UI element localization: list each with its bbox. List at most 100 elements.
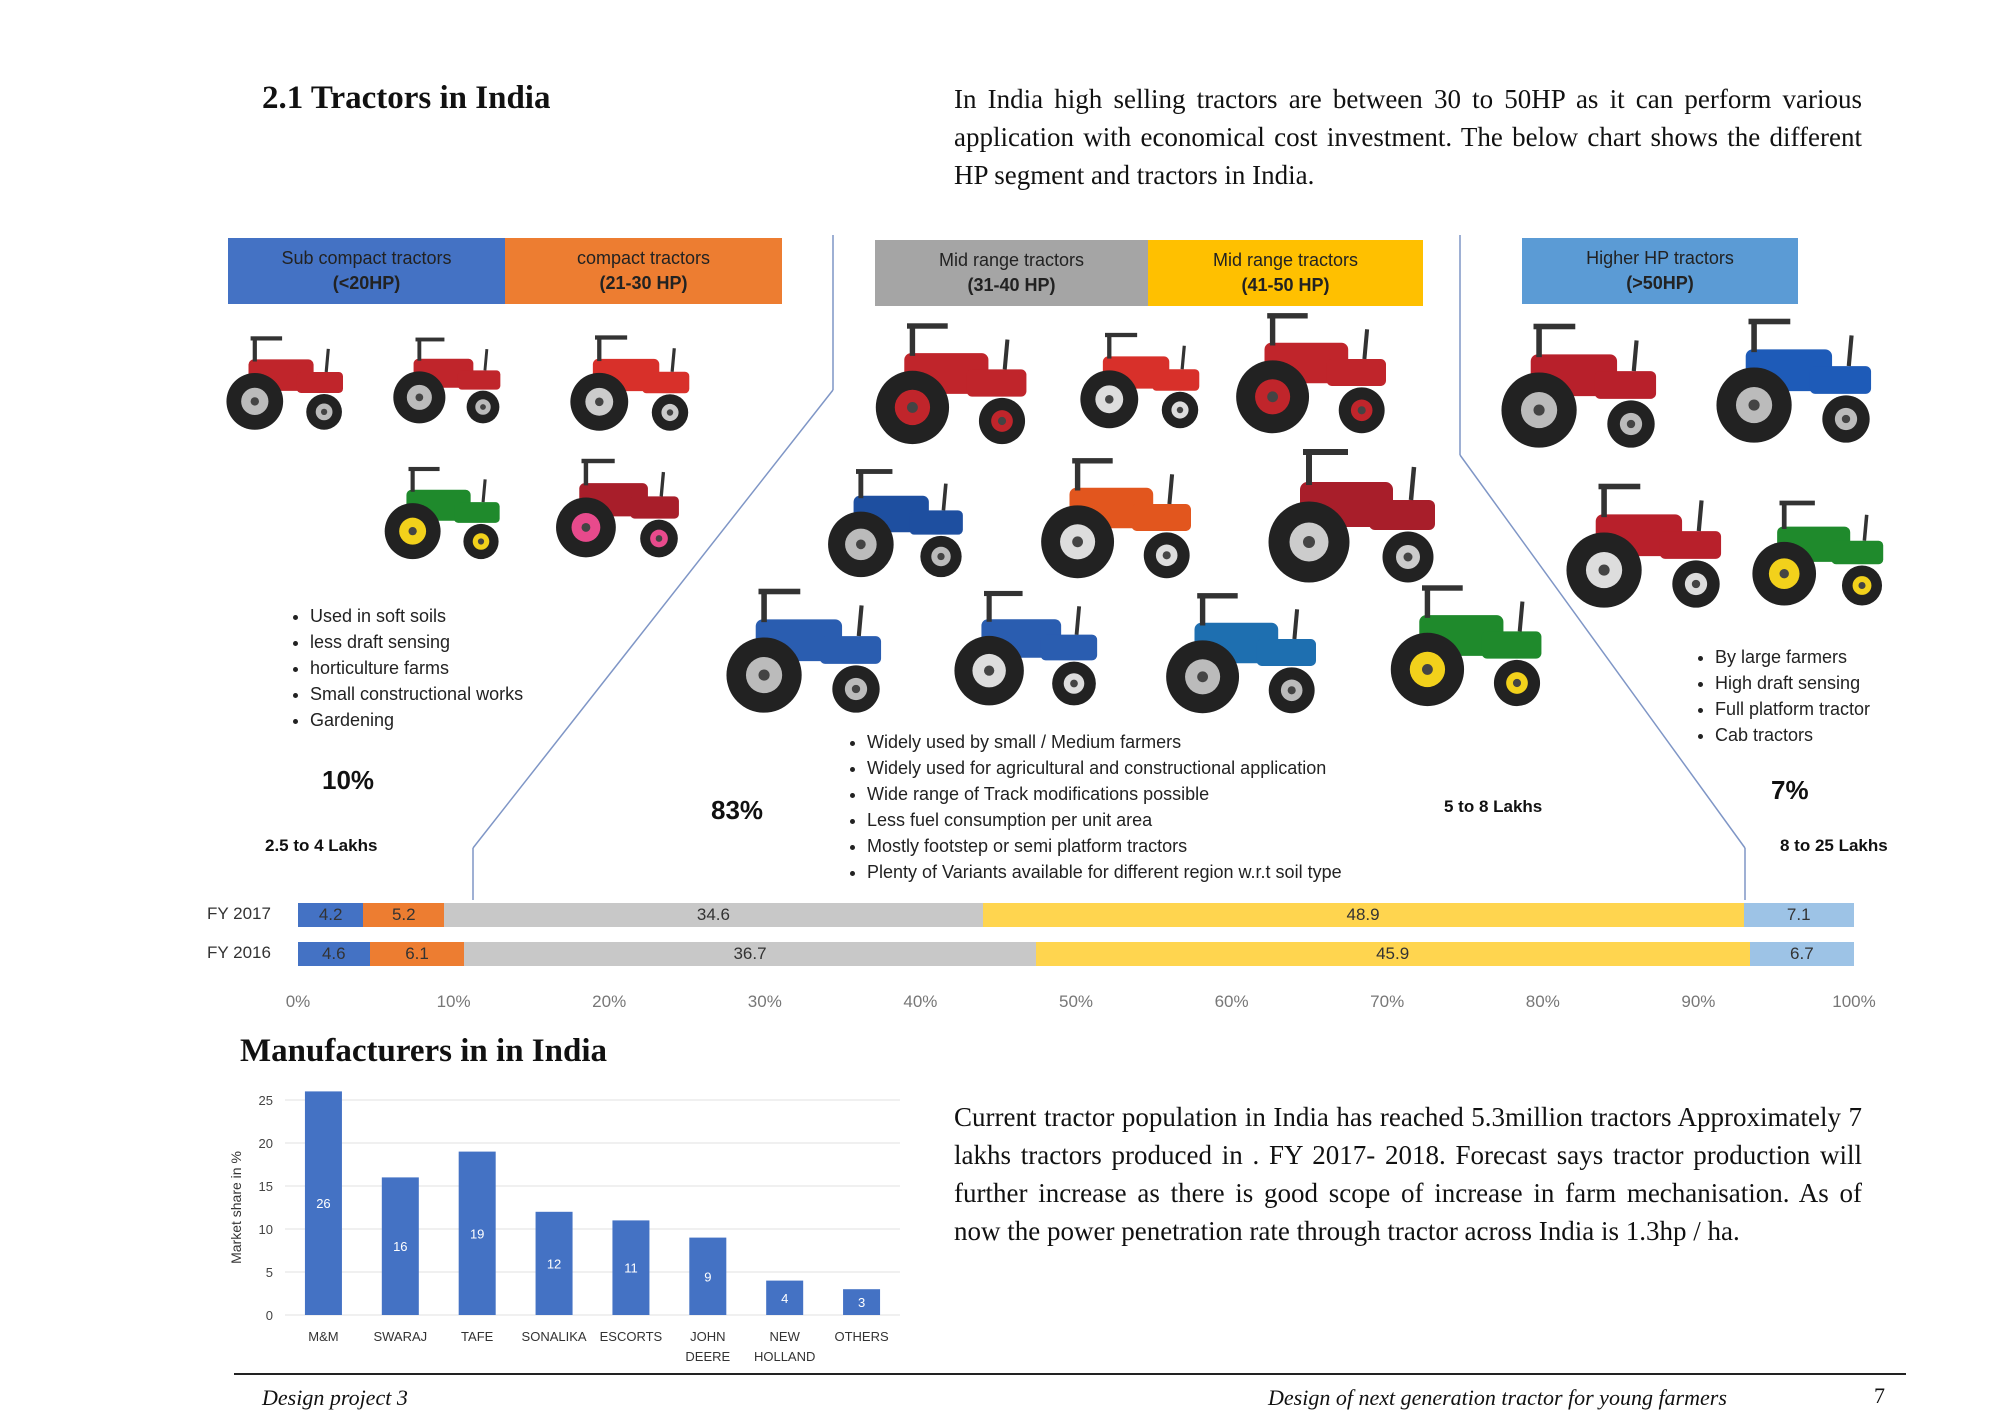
bar-segment-label: 48.9 — [1346, 905, 1380, 924]
bar-segment: 6.7 — [1749, 942, 1854, 966]
bar-category-label: FY 2016 — [207, 943, 271, 962]
x-category-label: HOLLAND — [754, 1349, 815, 1364]
segment-name: Mid range tractors — [938, 250, 1085, 270]
segment-name: compact tractors — [576, 248, 711, 268]
x-category-label: NEW — [770, 1329, 801, 1344]
footer-right: Design of next generation tractor for yo… — [1268, 1385, 1727, 1410]
tractor-icon — [570, 335, 690, 431]
manufacturers-chart: 0 5 10 15 20 25 Market share in % 26 M&M 16 SWARAJ… — [228, 1091, 900, 1364]
bar-segment-label: 5.2 — [391, 905, 416, 924]
segment-range: (31-40 HP) — [967, 275, 1056, 295]
bullet-item: less draft sensing — [310, 629, 523, 655]
mid-group-bullets: Widely used by small / Medium farmersWid… — [845, 729, 1342, 885]
x-tick-label: 50% — [1058, 992, 1094, 1011]
footer-rule — [234, 1373, 1906, 1375]
manufacturers-title: Manufacturers in in India — [240, 1033, 608, 1069]
bar-segment-label: 45.9 — [1376, 944, 1410, 963]
x-tick-label: 10% — [436, 992, 471, 1011]
x-tick-label: 70% — [1370, 992, 1405, 1011]
x-tick-label: 90% — [1681, 992, 1716, 1011]
bullet-item: Full platform tractor — [1715, 696, 1870, 722]
bar-segment-label: 4.6 — [321, 944, 346, 963]
tractor-icon — [226, 336, 343, 430]
left-group-bullets: Used in soft soilsless draft sensinghort… — [288, 603, 523, 733]
bullet-item: Widely used by small / Medium farmers — [867, 729, 1342, 755]
bar — [304, 1091, 342, 1315]
segment-range: (>50HP) — [1626, 273, 1694, 293]
x-category-label: M&M — [308, 1329, 338, 1344]
tractor-icon — [1268, 449, 1435, 583]
tractor-icon — [1390, 585, 1542, 707]
bar — [535, 1211, 573, 1315]
bar-value-label: 26 — [316, 1196, 330, 1211]
bullet-item: Wide range of Track modifications possib… — [867, 781, 1342, 807]
segment-name: Sub compact tractors — [281, 248, 452, 268]
stacked-bar-row: 4.6 6.1 36.7 45.9 6.7 — [298, 942, 1854, 966]
bullet-item: Plenty of Variants available for differe… — [867, 859, 1342, 885]
y-tick-label: 0 — [266, 1308, 273, 1323]
population-paragraph: Current tractor population in India has … — [954, 1102, 1862, 1246]
x-tick-label: 100% — [1832, 992, 1876, 1011]
segment-sub-compact: Sub compact tractors (<20HP) — [228, 238, 505, 304]
bar-category-label: FY 2017 — [207, 904, 271, 923]
bar-segment: 4.2 — [298, 903, 364, 927]
bar-segment: 48.9 — [982, 903, 1744, 927]
segment-mid-31-40: Mid range tractors (31-40 HP) — [875, 240, 1148, 306]
bar-value-label: 11 — [624, 1261, 638, 1276]
bar-segment: 7.1 — [1743, 903, 1854, 927]
x-tick-label: 30% — [747, 992, 782, 1011]
bar-segment-label: 7.1 — [1786, 905, 1811, 924]
tractor-icon — [556, 458, 679, 558]
y-axis-label: Market share in % — [228, 1151, 244, 1264]
segment-range: (<20HP) — [332, 273, 401, 293]
x-category-label: ESCORTS — [600, 1329, 663, 1344]
bar-segment-label: 34.6 — [696, 905, 730, 924]
tractor-icon — [726, 588, 882, 713]
bar-value-label: 4 — [781, 1291, 788, 1306]
segment-name: Mid range tractors — [1212, 250, 1359, 270]
right-share: 7% — [1771, 775, 1809, 805]
tractor-icon — [1752, 500, 1884, 606]
bar-segment: 36.7 — [464, 942, 1036, 966]
y-tick-label: 25 — [259, 1093, 273, 1108]
x-tick-label: 20% — [592, 992, 627, 1011]
bar-value-label: 3 — [858, 1295, 865, 1310]
tractor-icon — [828, 469, 963, 578]
tractor-icon — [1166, 593, 1316, 714]
bar-segment: 45.9 — [1035, 942, 1750, 966]
right-price: 8 to 25 Lakhs — [1780, 836, 1888, 855]
right-group-bullets: By large farmersHigh draft sensingFull p… — [1693, 644, 1870, 748]
footer-left: Design project 3 — [262, 1385, 408, 1410]
bar — [612, 1220, 650, 1315]
bar-value-label: 12 — [547, 1256, 561, 1271]
tractor-icon — [875, 323, 1027, 445]
stacked-bar-row: 4.2 5.2 34.6 48.9 7.1 — [298, 903, 1854, 927]
left-price: 2.5 to 4 Lakhs — [265, 836, 378, 855]
x-tick-label: 60% — [1214, 992, 1249, 1011]
segment-mid-41-50: Mid range tractors (41-50 HP) — [1148, 240, 1423, 306]
bullet-item: Gardening — [310, 707, 523, 733]
mid-price: 5 to 8 Lakhs — [1444, 797, 1543, 816]
bar — [458, 1151, 496, 1315]
y-tick-label: 10 — [259, 1222, 273, 1237]
x-tick-label: 40% — [903, 992, 938, 1011]
x-tick-label: 0% — [285, 992, 311, 1011]
x-category-label: JOHN — [690, 1329, 725, 1344]
bar — [766, 1280, 804, 1315]
bar-segment: 4.6 — [298, 942, 370, 966]
y-tick-label: 15 — [259, 1179, 273, 1194]
section-title: 2.1 Tractors in India — [262, 80, 551, 116]
bullet-item: Widely used for agricultural and constru… — [867, 755, 1342, 781]
tractor-icon — [1566, 483, 1722, 608]
bar-value-label: 19 — [470, 1226, 484, 1241]
bar — [843, 1289, 881, 1315]
intro-paragraph: In India high selling tractors are betwe… — [954, 84, 1862, 190]
tractor-icon — [1501, 323, 1657, 448]
bullet-item: Mostly footstep or semi platform tractor… — [867, 833, 1342, 859]
bar-segment-label: 36.7 — [733, 944, 767, 963]
bar-segment-label: 4.2 — [318, 905, 343, 924]
y-tick-label: 5 — [266, 1265, 273, 1280]
bar-value-label: 9 — [704, 1269, 711, 1284]
tractor-icon — [393, 337, 501, 424]
